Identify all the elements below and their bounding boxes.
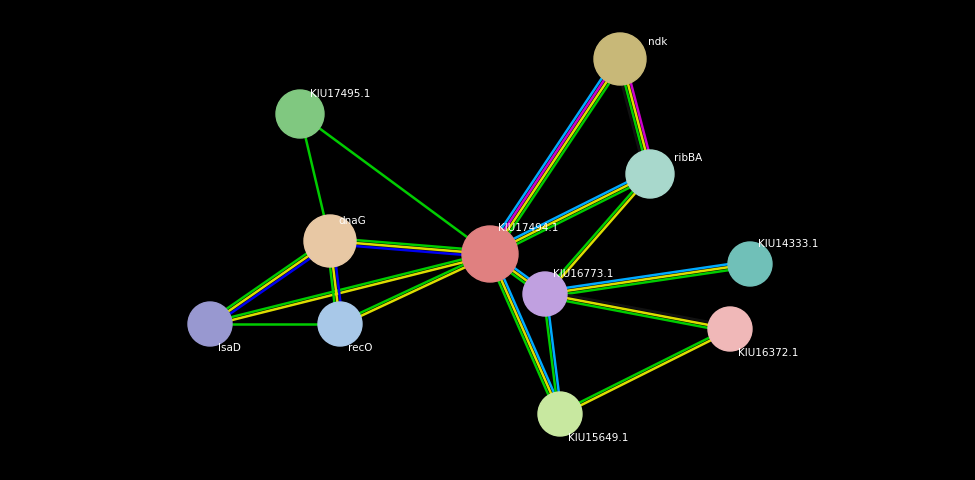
Text: KIU17494.1: KIU17494.1 (498, 223, 559, 232)
Text: KIU17495.1: KIU17495.1 (310, 89, 370, 99)
Text: ndk: ndk (648, 37, 667, 47)
Circle shape (708, 307, 752, 351)
Text: dnaG: dnaG (338, 216, 366, 226)
Circle shape (276, 91, 324, 139)
Text: KIU16372.1: KIU16372.1 (738, 347, 799, 357)
Circle shape (626, 151, 674, 199)
Circle shape (594, 34, 646, 86)
Text: KIU16773.1: KIU16773.1 (553, 268, 613, 278)
Circle shape (462, 227, 518, 282)
Text: recO: recO (348, 342, 372, 352)
Text: KIU15649.1: KIU15649.1 (568, 432, 628, 442)
Circle shape (304, 216, 356, 267)
Circle shape (318, 302, 362, 346)
Circle shape (188, 302, 232, 346)
Circle shape (538, 392, 582, 436)
Circle shape (728, 242, 772, 287)
Circle shape (523, 273, 567, 316)
Text: ribBA: ribBA (674, 153, 702, 163)
Text: lsaD: lsaD (218, 342, 241, 352)
Text: KIU14333.1: KIU14333.1 (758, 239, 818, 249)
